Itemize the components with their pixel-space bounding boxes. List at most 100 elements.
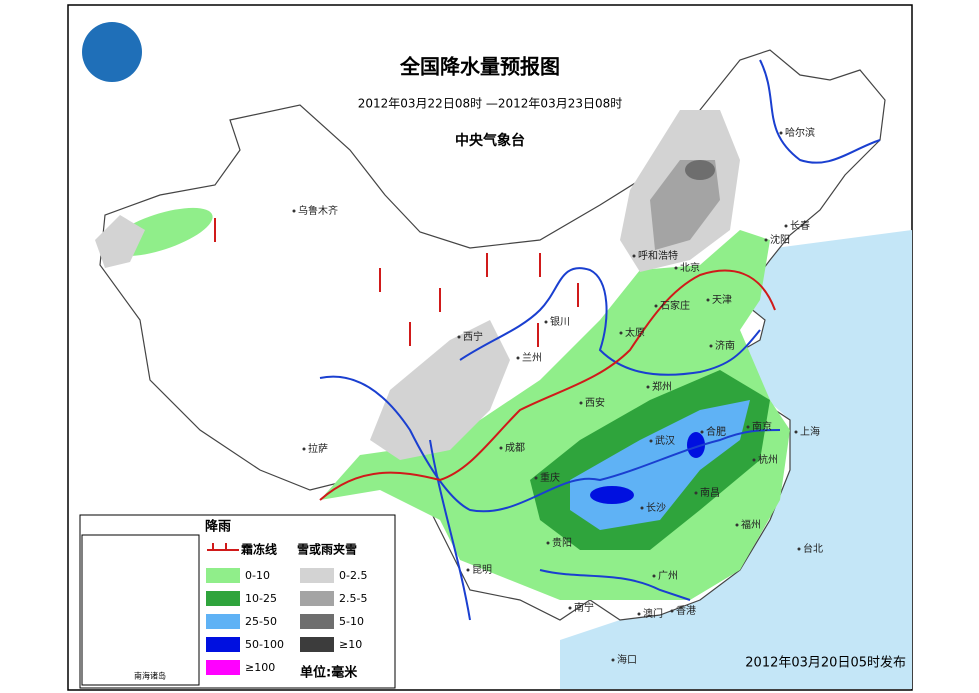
legend-label: 25-50 xyxy=(245,615,277,628)
legend-swatch xyxy=(206,591,240,606)
city-dot xyxy=(457,335,461,339)
legend-label: 50-100 xyxy=(245,638,284,651)
snow-area xyxy=(370,320,510,460)
city-label: 天津 xyxy=(712,294,732,306)
city-dot xyxy=(735,523,739,527)
city-dot xyxy=(302,447,306,451)
city-label: 福州 xyxy=(741,518,761,531)
sandstorm-symbols xyxy=(214,218,579,347)
snow-area-dark xyxy=(685,160,715,180)
city-label: 西宁 xyxy=(463,330,483,343)
snow-area xyxy=(95,215,145,268)
city-label: 成都 xyxy=(505,442,525,454)
city-dot xyxy=(640,506,644,510)
legend-swatch xyxy=(300,637,334,652)
river xyxy=(459,267,761,376)
legend-swatch xyxy=(300,614,334,629)
city-dot xyxy=(764,238,768,242)
city-label: 郑州 xyxy=(652,380,672,393)
city-dot xyxy=(706,298,710,302)
legend-label: 0-2.5 xyxy=(339,569,367,582)
rain-area-storm xyxy=(687,432,705,458)
issued: 2012年03月20日05时发布 xyxy=(745,655,906,671)
sea xyxy=(560,230,912,689)
legend-label: ≥100 xyxy=(245,661,275,674)
legend-swatch xyxy=(206,614,240,629)
snow-title: 雪或雨夹雪 xyxy=(297,542,357,557)
legend-swatch xyxy=(300,568,334,583)
city-label: 北京 xyxy=(680,261,700,274)
city-dot xyxy=(466,568,470,572)
city-dot xyxy=(752,458,756,462)
city-label: 银川 xyxy=(550,315,570,328)
rain-title: 降雨 xyxy=(205,519,231,535)
city-label: 澳门 xyxy=(643,607,663,620)
river xyxy=(429,439,471,621)
city-dot xyxy=(652,574,656,578)
city-dot xyxy=(544,320,548,324)
city-dot xyxy=(779,131,783,135)
city-label: 武汉 xyxy=(655,434,675,447)
city-dot xyxy=(670,609,674,613)
frost-line xyxy=(319,269,776,501)
city-label: 西安 xyxy=(585,396,605,409)
city-label: 杭州 xyxy=(758,453,778,466)
legend-label: 0-10 xyxy=(245,569,270,582)
frost-line-key xyxy=(207,543,239,551)
city-dot xyxy=(746,425,750,429)
city-label: 台北 xyxy=(803,542,823,555)
city-label: 重庆 xyxy=(540,471,560,484)
legend-label: 2.5-5 xyxy=(339,592,367,605)
city-dot xyxy=(654,304,658,308)
legend-label: 5-10 xyxy=(339,615,364,628)
legend-swatch xyxy=(300,591,334,606)
city-dot xyxy=(568,606,572,610)
city-label: 济南 xyxy=(715,339,735,352)
city-dot xyxy=(619,331,623,335)
city-dot xyxy=(709,344,713,348)
city-dot xyxy=(611,658,615,662)
city-dot xyxy=(546,541,550,545)
title: 全国降水量预报图 xyxy=(399,55,560,79)
city-label: 长春 xyxy=(790,220,810,232)
city-label: 哈尔滨 xyxy=(785,126,815,139)
period: 2012年03月22日08时 —2012年03月23日08时 xyxy=(358,97,623,111)
rain-area-storm xyxy=(590,486,634,504)
city-label: 上海 xyxy=(800,425,820,438)
inset-box xyxy=(81,534,200,686)
city-dot xyxy=(784,224,788,228)
city-label: 兰州 xyxy=(522,351,542,364)
city-label: 贵阳 xyxy=(552,536,572,549)
city-label: 石家庄 xyxy=(660,299,690,312)
city-label: 拉萨 xyxy=(308,442,328,455)
river xyxy=(319,375,781,513)
legend-label: ≥10 xyxy=(339,638,362,651)
city-dot xyxy=(632,254,636,258)
unit: 单位:毫米 xyxy=(300,665,358,681)
city-dot xyxy=(694,491,698,495)
city-dot xyxy=(579,401,583,405)
city-dot xyxy=(534,476,538,480)
city-label: 香港 xyxy=(676,605,696,617)
legend-swatch xyxy=(206,637,240,652)
city-label: 海口 xyxy=(617,653,637,666)
city-label: 广州 xyxy=(658,570,678,582)
city-dot xyxy=(292,209,296,213)
city-label: 昆明 xyxy=(472,564,492,576)
river xyxy=(539,569,691,601)
city-label: 合肥 xyxy=(706,425,726,438)
city-label: 南昌 xyxy=(700,486,720,499)
legend-swatch xyxy=(206,568,240,583)
city-dot xyxy=(637,612,641,616)
city-dot xyxy=(700,430,704,434)
snow-area-medium xyxy=(650,160,720,250)
city-dot xyxy=(797,547,801,551)
city-dot xyxy=(516,356,520,360)
legend-swatch xyxy=(206,660,240,675)
city-label: 乌鲁木齐 xyxy=(298,204,338,217)
city-label: 南京 xyxy=(752,420,772,433)
city-label: 呼和浩特 xyxy=(638,250,678,262)
issuer: 中央气象台 xyxy=(455,132,525,149)
frost-line-label: 霜冻线 xyxy=(240,542,277,557)
